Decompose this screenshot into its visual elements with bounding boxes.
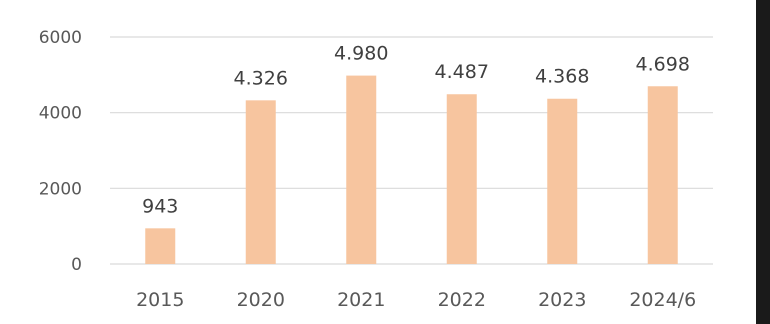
data-label: 4.698 (636, 53, 690, 75)
bar (145, 228, 176, 264)
data-label: 4.326 (234, 67, 288, 89)
y-tick-label: 4000 (39, 104, 82, 124)
y-tick-label: 0 (71, 255, 82, 275)
bar (446, 94, 477, 264)
x-category-label: 2021 (337, 289, 385, 311)
window-edge (756, 0, 770, 324)
bar (647, 86, 678, 264)
x-category-label: 2022 (438, 289, 486, 311)
x-category-label: 2023 (538, 289, 586, 311)
bar (245, 100, 276, 264)
data-label: 4.487 (435, 61, 489, 83)
y-tick-label: 2000 (39, 179, 82, 199)
data-label: 4.980 (334, 43, 388, 65)
data-label: 943 (142, 195, 178, 217)
x-category-label: 2015 (136, 289, 184, 311)
data-label: 4.368 (535, 66, 589, 88)
bar (346, 75, 377, 264)
x-category-label: 2024/6 (629, 289, 696, 311)
bar (547, 98, 578, 264)
y-tick-label: 6000 (39, 28, 82, 48)
x-category-label: 2020 (237, 289, 285, 311)
